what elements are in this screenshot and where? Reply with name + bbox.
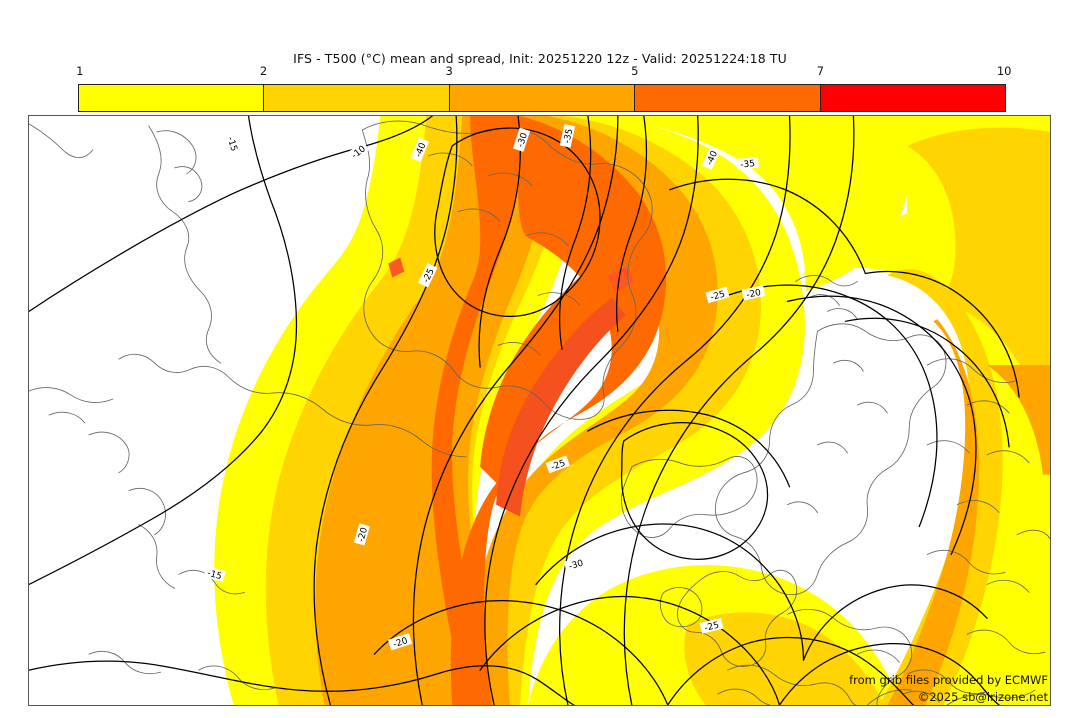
contour-label--20: -20 (356, 526, 370, 543)
spread-patch-3-5-ne (987, 365, 1050, 475)
spread-band-5-7-ridge (450, 116, 667, 705)
map-plot-area: -10 -15 -15 -20 -20 -20 (28, 115, 1051, 706)
contour-closed-1 (434, 127, 601, 317)
contour--35c (669, 178, 866, 275)
spread-band-2-3-east (879, 269, 1003, 705)
colorbar-segment-1 (79, 85, 265, 111)
spread-core-max (496, 297, 626, 517)
attribution-copyright: ©2025 sb@irizone.net (917, 690, 1048, 704)
spread-band-5-7 (431, 116, 521, 705)
spread-band-3-5-east (887, 319, 980, 705)
colorbar-tick-labels: 1 2 3 5 7 10 (76, 64, 1011, 80)
contour--35 (559, 116, 791, 705)
contour--30d (844, 317, 1010, 448)
contour--35b (559, 116, 592, 350)
contour-closed-2 (620, 422, 769, 560)
contour-label--30b: -30 (568, 559, 585, 573)
contour--25c (778, 642, 1000, 705)
spread-band-2-3-ne (907, 127, 1050, 396)
contour--15 (29, 116, 298, 586)
contour--20 (313, 116, 458, 705)
colorbar-segment-4 (635, 85, 821, 111)
contour--20b (373, 600, 669, 705)
contour--25 (412, 116, 619, 705)
colorbar-tick-1: 2 (259, 64, 268, 78)
contour-label--20c: -20 (746, 288, 763, 301)
contour--30 (484, 116, 699, 705)
contour-label--20b: -20 (392, 636, 409, 650)
contour-label--35b: -35 (740, 159, 756, 170)
attribution-source: from grib files provided by ECMWF (849, 673, 1048, 687)
contour-label--35: -35 (562, 128, 575, 144)
colorbar-tick-3: 5 (631, 64, 639, 78)
contour-label--25c: -25 (704, 621, 721, 634)
colorbar-gradient (78, 84, 1006, 112)
contour-lines (29, 116, 1020, 705)
contour-label--15: -15 (225, 136, 239, 153)
contour--15b (29, 660, 575, 705)
contour--25b (479, 595, 781, 705)
colorbar-segment-3 (449, 85, 636, 111)
colorbar (78, 84, 1006, 112)
colorbar-tick-5: 10 (996, 64, 1012, 78)
contour--20d (727, 284, 938, 528)
contour-label--15b: -15 (206, 569, 223, 583)
spread-band-2-3c (472, 116, 761, 705)
colorbar-tick-0: 1 (76, 64, 84, 78)
contour-label--25d: -25 (550, 459, 567, 473)
spread-band-3-5 (315, 116, 533, 705)
contour--20c (667, 636, 914, 705)
contour--40b (616, 116, 648, 332)
contour-label--30: -30 (516, 131, 530, 148)
spread-patch-2-3-sw (684, 612, 884, 705)
colorbar-tick-2: 3 (445, 64, 453, 78)
spread-core-max-3 (388, 257, 405, 278)
spread-patch-north (587, 116, 909, 292)
colorbar-tick-4: 7 (816, 64, 825, 78)
weather-map: -10 -15 -15 -20 -20 -20 (29, 116, 1050, 705)
coastlines (29, 120, 1050, 705)
contour--30b (535, 523, 805, 661)
contour--25e (587, 409, 791, 488)
colorbar-segment-5 (820, 85, 1006, 111)
contour--40 (623, 116, 855, 705)
contour--30e (478, 116, 521, 368)
contour--10 (29, 116, 433, 312)
contour--25d (786, 295, 977, 556)
contour--30c (802, 584, 988, 661)
contour-label--25b: -25 (709, 290, 726, 304)
contour--35d (864, 270, 1020, 398)
chart-title: IFS - T500 (°C) mean and spread, Init: 2… (293, 51, 787, 66)
colorbar-segment-2 (264, 85, 450, 111)
